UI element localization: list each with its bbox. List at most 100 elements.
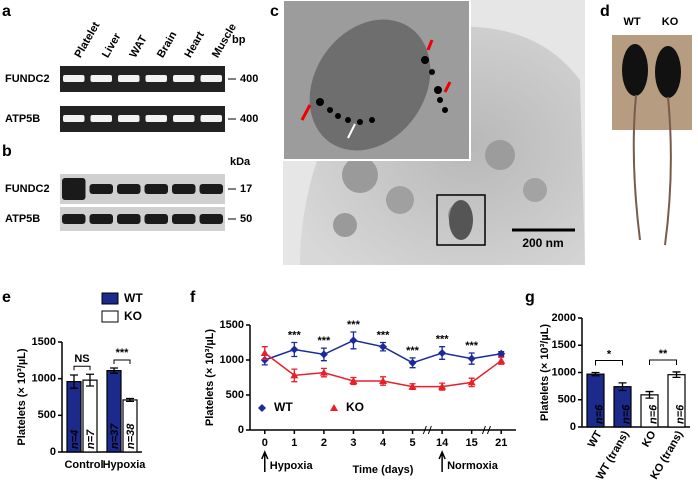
significance-label: *** [116,347,130,359]
x-tick-label: 14 [436,437,449,449]
n-label: n=7 [85,429,97,449]
point [379,342,387,351]
blot-band [144,184,168,194]
n-label: n=6 [647,404,659,424]
significance-label: *** [436,334,450,346]
row-label: ATP5B [5,213,40,225]
n-label: n=37 [109,423,121,449]
gel-band [200,75,222,82]
blot-band [62,214,86,224]
significance-label: *** [406,345,420,357]
x-axis-label: Time (days) [353,464,414,476]
x-tick-label: 0 [262,437,268,449]
axis-break [481,425,491,435]
panel-letter: a [2,3,11,20]
legend-marker [330,404,338,411]
y-axis-label: Platelets (× 10³/µL) [204,329,216,426]
legend-label: WT [274,400,293,414]
x-tick-label: KO [640,429,659,450]
n-label: n=38 [125,423,137,449]
blot-band [172,184,196,194]
panel-letter: g [525,289,535,306]
gold-particles [316,56,448,125]
mouse-tail [664,96,672,246]
marker-label: 400 [240,113,258,125]
em-organelle [342,157,378,193]
gel-band [200,115,222,122]
gel-band [173,115,195,122]
em-organelle [485,140,515,170]
inset-arrow [443,81,452,93]
em-organelle [523,178,547,202]
x-tick-label: Hypoxia [103,459,147,471]
error-bar [110,367,118,374]
point [349,377,358,384]
em-zoom-box [436,194,486,246]
y-tick-label: 1500 [220,319,244,331]
significance-label: NS [74,353,89,365]
gel-band [90,75,112,82]
gel [60,106,225,132]
point [319,350,328,359]
panel-letter: b [2,143,12,160]
x-tick-label: 3 [350,437,356,449]
point [349,336,358,345]
lane-label: Brain [155,29,180,60]
gel-band [145,75,167,82]
n-label: n=6 [620,404,632,424]
error-bar [126,397,134,403]
point [497,356,506,364]
em-organelle [386,186,414,214]
panel-letter: e [2,289,11,306]
em-organelle [333,213,357,237]
significance-label: *** [288,329,302,341]
x-tick-label: 2 [321,437,327,449]
y-tick-label: 500 [558,394,576,406]
y-tick-label: 0 [50,446,56,458]
significance-bracket [595,360,623,366]
inset-arrow [347,123,356,139]
significance-label: *** [377,329,391,341]
row-label: ATP5B [5,113,40,125]
y-tick-label: 500 [38,409,56,421]
n-label: n=6 [674,404,686,424]
blot-band [172,214,196,224]
n-label: n=4 [69,430,81,449]
y-tick-label: 0 [238,424,244,436]
point [260,349,269,356]
legend-label: WT [124,291,143,305]
marker-label: 50 [240,213,252,225]
lane-label: Liver [100,31,124,60]
point [408,358,417,367]
event-arrow [261,450,269,472]
unit-label: kDa [230,156,251,168]
event-label: Normoxia [447,460,499,472]
x-tick-label: 15 [466,437,478,449]
mouse-label: KO [662,16,679,28]
gel-band [118,115,140,122]
event-arrow [438,450,446,472]
error-bar [645,390,654,399]
x-tick-label: 1 [291,437,297,449]
gel-band [118,75,140,82]
inset-arrow [426,39,434,51]
em-mito [449,200,473,240]
x-tick-label: 4 [380,437,387,449]
gel [60,66,225,92]
lane-label: Heart [182,29,207,60]
significance-bracket [73,365,91,371]
point [319,368,328,376]
mouse [622,44,648,96]
scale-bar-label: 200 nm [522,236,563,250]
significance-label: * [607,348,612,360]
y-tick-label: 1000 [552,366,576,378]
y-tick-label: 1000 [32,373,56,385]
n-label: n=6 [593,404,605,424]
point [408,382,417,390]
point [260,356,269,364]
x-tick-label: WT [586,429,605,450]
blot-band [89,184,113,194]
point [438,382,447,390]
point [438,349,447,357]
